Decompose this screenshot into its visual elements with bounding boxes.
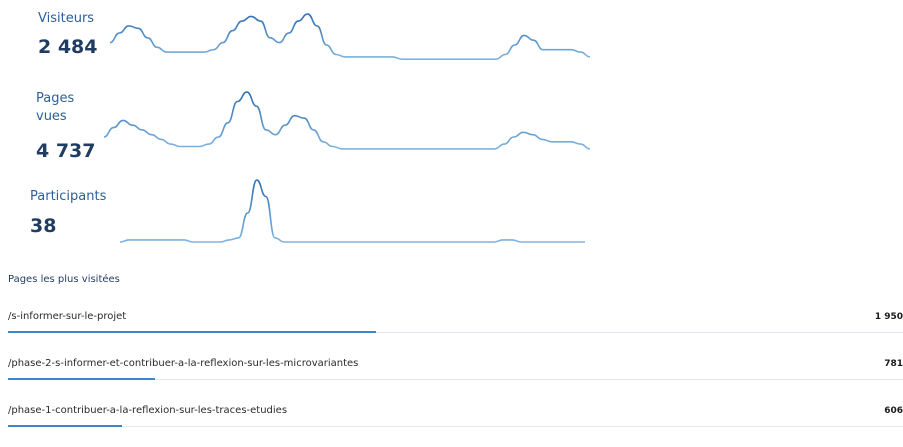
sparkline-participants — [119, 179, 585, 243]
top-page-path[interactable]: /phase-2-s-informer-et-contribuer-a-la-r… — [8, 358, 359, 369]
row-separator — [8, 332, 903, 333]
top-page-count: 1 950 — [874, 312, 903, 322]
metric-value: 4 737 — [36, 140, 96, 162]
top-page-bar — [8, 331, 376, 333]
row-separator — [8, 379, 903, 380]
top-pages-title: Pages les plus visitées — [8, 274, 120, 285]
metric-value: 2 484 — [38, 36, 98, 58]
top-page-row: /phase-1-contribuer-a-la-reflexion-sur-l… — [8, 400, 903, 447]
metric-label: Pages vues — [36, 91, 75, 124]
top-page-row: /phase-2-s-informer-et-contribuer-a-la-r… — [8, 353, 903, 400]
top-page-bar — [8, 378, 156, 380]
metric-label: Visiteurs — [38, 11, 95, 26]
top-page-path[interactable]: /s-informer-sur-le-projet — [8, 311, 127, 322]
metric-label: Participants — [30, 189, 107, 204]
top-page-count: 606 — [884, 406, 903, 416]
sparkline-visiteurs — [109, 13, 591, 60]
top-page-count: 781 — [884, 359, 903, 369]
metric-value: 38 — [30, 215, 57, 237]
sparkline-charts — [103, 13, 591, 243]
top-page-path[interactable]: /phase-1-contribuer-a-la-reflexion-sur-l… — [8, 405, 288, 416]
sparkline-pages-vues — [103, 91, 591, 150]
top-page-row: /s-informer-sur-le-projet 1 950 — [8, 306, 903, 353]
top-pages-list: /s-informer-sur-le-projet 1 950 /phase-2… — [8, 306, 903, 447]
row-separator — [8, 426, 903, 427]
top-page-bar — [8, 425, 123, 427]
